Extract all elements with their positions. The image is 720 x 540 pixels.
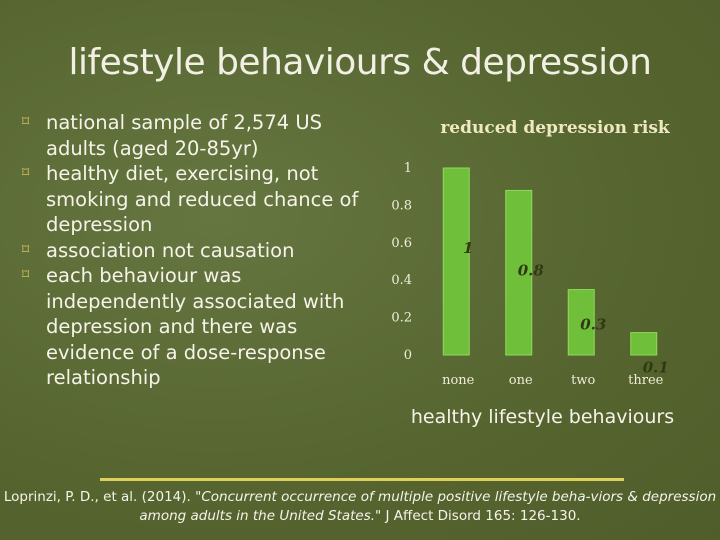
data-label: 0.1 [643, 359, 669, 377]
bullet-text: association not causation [46, 238, 295, 262]
y-tick-label: 0.6 [391, 236, 412, 251]
x-tick-label: two [571, 373, 595, 388]
bullet-text: healthy diet, exercising, not smoking an… [46, 162, 359, 236]
citation-source: J Affect Disord 165: 126-130. [385, 508, 581, 524]
citation: Loprinzi, P. D., et al. (2014). "Concurr… [0, 488, 720, 526]
citation-work: "Concurrent occurrence of multiple posit… [139, 489, 717, 524]
bullet-item: ⌑ association not causation [22, 238, 377, 264]
bar [442, 167, 470, 356]
x-axis-title: healthy lifestyle behaviours [410, 406, 675, 428]
bar [630, 332, 658, 356]
y-tick-label: 1 [404, 161, 412, 176]
x-tick-label: none [442, 373, 475, 388]
x-tick-label: one [509, 373, 533, 388]
slide-title: lifestyle behaviours & depression [68, 42, 652, 83]
ornament-bullet-icon: ⌑ [22, 267, 30, 283]
y-tick-label: 0.8 [391, 198, 412, 213]
ornament-bullet-icon: ⌑ [22, 165, 30, 181]
y-tick-label: 0.4 [391, 273, 412, 288]
citation-authors: Loprinzi, P. D., et al. (2014). [3, 489, 191, 505]
data-label: 0.3 [580, 316, 606, 334]
bullet-text: national sample of 2,574 US adults (aged… [46, 111, 322, 160]
bullet-item: ⌑ national sample of 2,574 US adults (age… [22, 110, 377, 161]
bullet-item: ⌑ each behaviour was independently associ… [22, 263, 377, 391]
footer-rule [100, 478, 624, 481]
data-label: 0.8 [518, 261, 545, 279]
bullet-list: ⌑ national sample of 2,574 US adults (age… [22, 110, 377, 391]
y-tick-label: 0 [404, 348, 412, 363]
chart-title: reduced depression risk [440, 118, 670, 138]
y-tick-label: 0.2 [391, 311, 412, 326]
bullet-item: ⌑ healthy diet, exercising, not smoking a… [22, 161, 377, 238]
x-tick-label: three [628, 373, 664, 388]
ornament-bullet-icon: ⌑ [22, 241, 30, 258]
bullet-text: each behaviour was independently associa… [46, 264, 345, 389]
bar [567, 289, 595, 356]
ornament-bullet-icon: ⌑ [22, 114, 30, 130]
data-label: 1 [463, 239, 473, 257]
bar [505, 189, 533, 356]
